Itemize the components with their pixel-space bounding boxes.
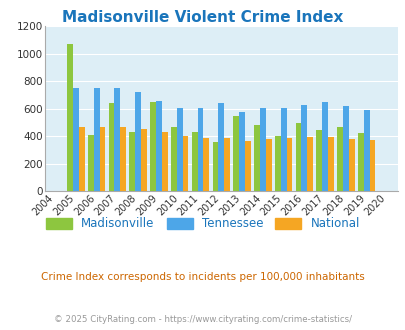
- Bar: [357, 133, 363, 191]
- Bar: [348, 139, 354, 191]
- Bar: [129, 132, 135, 191]
- Bar: [218, 103, 224, 191]
- Bar: [114, 87, 120, 191]
- Bar: [67, 44, 73, 191]
- Bar: [212, 142, 218, 191]
- Bar: [135, 92, 141, 191]
- Bar: [99, 127, 105, 191]
- Bar: [150, 102, 156, 191]
- Bar: [342, 106, 348, 191]
- Bar: [259, 108, 265, 191]
- Text: Madisonville Violent Crime Index: Madisonville Violent Crime Index: [62, 10, 343, 25]
- Bar: [171, 127, 176, 191]
- Text: © 2025 CityRating.com - https://www.cityrating.com/crime-statistics/: © 2025 CityRating.com - https://www.city…: [54, 315, 351, 324]
- Bar: [280, 108, 286, 191]
- Bar: [109, 103, 114, 191]
- Bar: [307, 137, 312, 191]
- Bar: [120, 127, 126, 191]
- Bar: [301, 105, 307, 191]
- Bar: [141, 129, 147, 191]
- Bar: [295, 123, 301, 191]
- Bar: [315, 130, 322, 191]
- Bar: [176, 108, 182, 191]
- Bar: [369, 140, 375, 191]
- Bar: [73, 87, 79, 191]
- Bar: [94, 87, 99, 191]
- Bar: [162, 132, 167, 191]
- Bar: [322, 102, 327, 191]
- Bar: [286, 138, 292, 191]
- Bar: [191, 132, 197, 191]
- Bar: [224, 138, 229, 191]
- Bar: [239, 112, 244, 191]
- Bar: [233, 116, 239, 191]
- Bar: [265, 139, 271, 191]
- Bar: [79, 127, 84, 191]
- Legend: Madisonville, Tennessee, National: Madisonville, Tennessee, National: [41, 213, 364, 235]
- Bar: [337, 127, 342, 191]
- Bar: [156, 101, 162, 191]
- Bar: [327, 137, 333, 191]
- Text: Crime Index corresponds to incidents per 100,000 inhabitants: Crime Index corresponds to incidents per…: [41, 272, 364, 282]
- Bar: [363, 110, 369, 191]
- Bar: [182, 136, 188, 191]
- Bar: [87, 135, 94, 191]
- Bar: [244, 141, 250, 191]
- Bar: [203, 138, 209, 191]
- Bar: [197, 108, 203, 191]
- Bar: [254, 125, 259, 191]
- Bar: [274, 136, 280, 191]
